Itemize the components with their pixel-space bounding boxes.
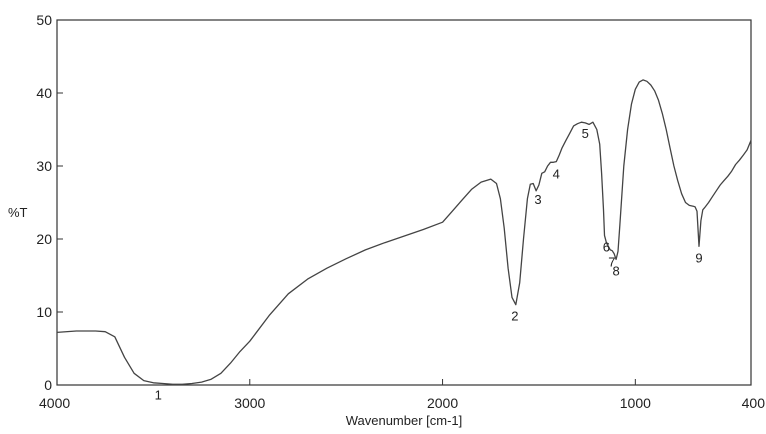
x-tick-label: 2000 [427,395,458,411]
peak-label: 7 [608,255,615,270]
y-tick-label: 0 [44,377,52,393]
x-tick-label: 3000 [234,395,265,411]
x-tick-label: 1000 [620,395,651,411]
peak-label: 3 [534,192,541,207]
y-tick-label: 30 [36,158,52,174]
y-axis: 0 10 20 30 40 50 [36,12,63,393]
x-tick-label: 4000 [39,395,70,411]
peak-label: 4 [553,166,560,181]
peak-label: 2 [511,309,518,324]
x-axis-title: Wavenumber [cm-1] [346,413,463,428]
spectrum-line [56,79,752,385]
peak-label: 6 [603,239,610,254]
peak-label: 1 [155,388,162,403]
peak-labels: 1 2 34 5 678 9 [155,126,703,402]
x-axis: 4000 3000 2000 1000 400 [39,379,765,411]
peak-label: 9 [695,250,702,265]
x-tick-label: 400 [742,395,766,411]
y-tick-label: 40 [36,85,52,101]
y-axis-title: %T [8,205,28,220]
peak-label: 8 [612,263,619,278]
peak-label: 5 [582,126,589,141]
y-tick-label: 20 [36,231,52,247]
y-tick-label: 50 [36,12,52,28]
plot-frame [56,19,752,386]
y-tick-label: 10 [36,304,52,320]
